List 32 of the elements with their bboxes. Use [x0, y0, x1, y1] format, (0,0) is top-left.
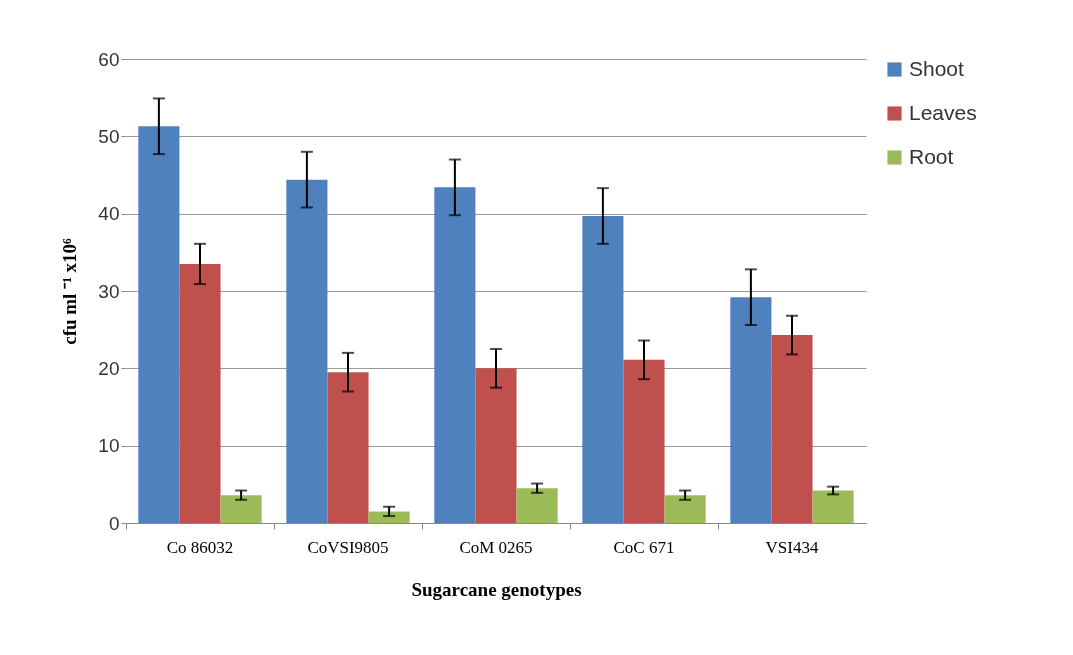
bar: [516, 488, 558, 523]
bar: [623, 359, 665, 523]
bar: [730, 297, 772, 523]
bar: [368, 511, 410, 523]
y-tick-label: 50: [98, 125, 120, 147]
x-tick-label: CoC 671: [613, 537, 675, 557]
bar: [434, 187, 476, 523]
x-tick-label: CoM 0265: [459, 537, 533, 557]
bar: [582, 215, 624, 523]
bar: [286, 179, 328, 523]
y-tick-label: 20: [98, 357, 120, 379]
y-tick-label: 0: [108, 512, 120, 534]
legend-label: Shoot: [909, 56, 965, 80]
bar: [327, 372, 369, 523]
bar: [220, 495, 262, 523]
y-tick-label: 40: [98, 203, 120, 225]
bar: [475, 368, 517, 523]
y-tick-label: 30: [98, 280, 120, 302]
y-tick-label: 10: [98, 435, 120, 457]
bar: [138, 126, 180, 523]
legend-label: Root: [909, 144, 954, 168]
y-axis-title: cfu ml ⁻¹ x10⁶: [59, 237, 81, 345]
y-tick-label: 60: [98, 48, 120, 70]
x-tick-label: VSI434: [765, 537, 819, 557]
bar: [664, 495, 706, 523]
x-axis-title: Sugarcane genotypes: [411, 578, 582, 600]
x-tick-label: CoVSI9805: [307, 537, 389, 557]
bar: [771, 335, 813, 523]
x-tick-label: Co 86032: [166, 537, 234, 557]
bar: [179, 263, 221, 523]
legend-label: Leaves: [909, 100, 977, 124]
bar: [812, 490, 854, 523]
